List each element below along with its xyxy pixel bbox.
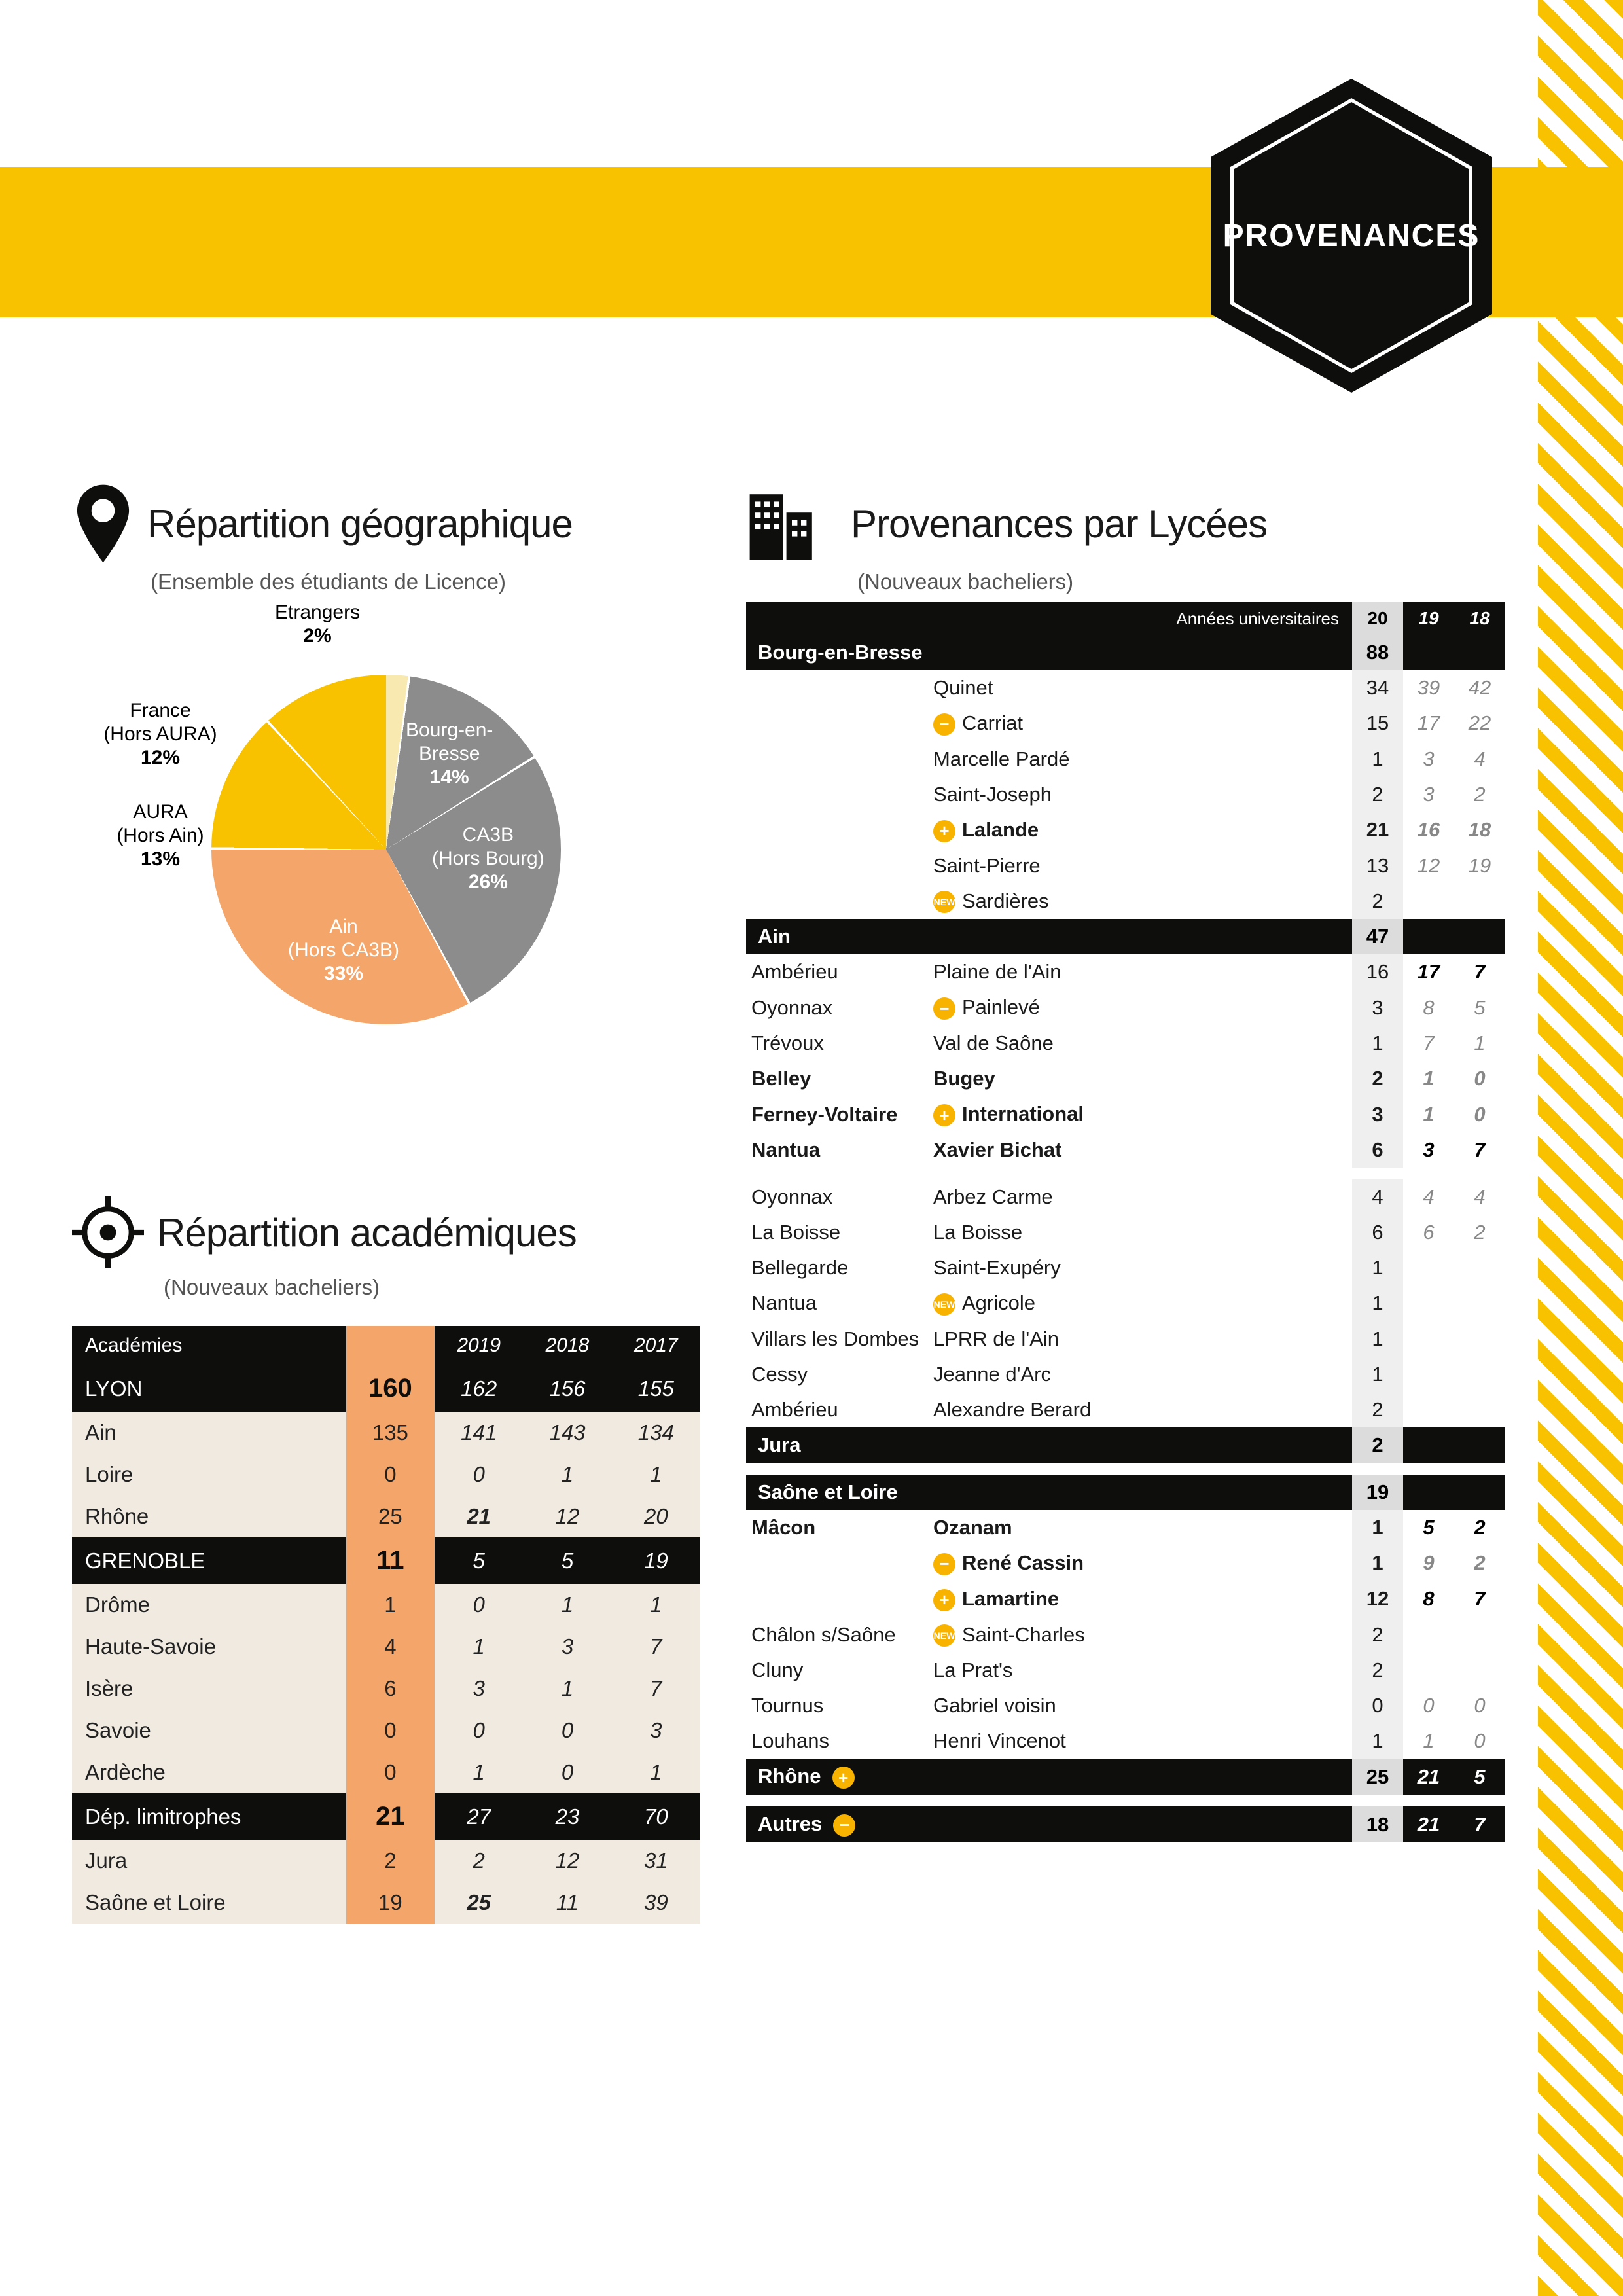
pie-label: CA3B xyxy=(463,824,514,846)
header-hexagon: PROVENANCES xyxy=(1211,79,1492,393)
acad-title: Répartition académiques xyxy=(157,1210,577,1255)
pie-label: (Hors Ain) xyxy=(116,825,204,846)
pie-label: (Hors Bourg) xyxy=(432,848,544,869)
geo-subtitle: (Ensemble des étudiants de Licence) xyxy=(151,569,700,594)
pie-pct: 2% xyxy=(275,624,360,648)
buildings-icon xyxy=(746,484,838,563)
pie-label: Bresse xyxy=(419,743,480,764)
lycees-subtitle: (Nouveaux bacheliers) xyxy=(857,569,1505,594)
pie-label: Etrangers xyxy=(275,601,360,623)
lycees-table: Années universitaires 20 1918 Bourg-en-B… xyxy=(746,602,1505,1842)
pie-label: (Hors AURA) xyxy=(103,723,217,745)
pie-label: AURA xyxy=(133,801,187,823)
pie-label: France xyxy=(130,700,190,721)
pie-pct: 26% xyxy=(432,870,544,894)
geo-pie-chart: Etrangers 2% Bourg-en- Bresse 14% CA3B (… xyxy=(209,673,563,1026)
diagonal-stripes xyxy=(1538,0,1623,2296)
lycees-title: Provenances par Lycées xyxy=(851,501,1267,547)
pie-pct: 14% xyxy=(406,766,493,789)
pie-label: Bourg-en- xyxy=(406,719,493,741)
map-pin-icon xyxy=(72,484,134,563)
page-title: PROVENANCES xyxy=(1211,79,1492,393)
acad-subtitle: (Nouveaux bacheliers) xyxy=(164,1275,700,1300)
pie-label: Ain xyxy=(329,916,357,937)
acad-table: Académies 201920182017 LYON 160 16215615… xyxy=(72,1326,700,1924)
pie-label: (Hors CA3B) xyxy=(288,939,399,961)
target-icon xyxy=(72,1196,144,1268)
pie-pct: 12% xyxy=(98,746,223,770)
geo-title: Répartition géographique xyxy=(147,501,573,547)
pie-pct: 13% xyxy=(101,848,219,871)
pie-pct: 33% xyxy=(288,962,399,986)
